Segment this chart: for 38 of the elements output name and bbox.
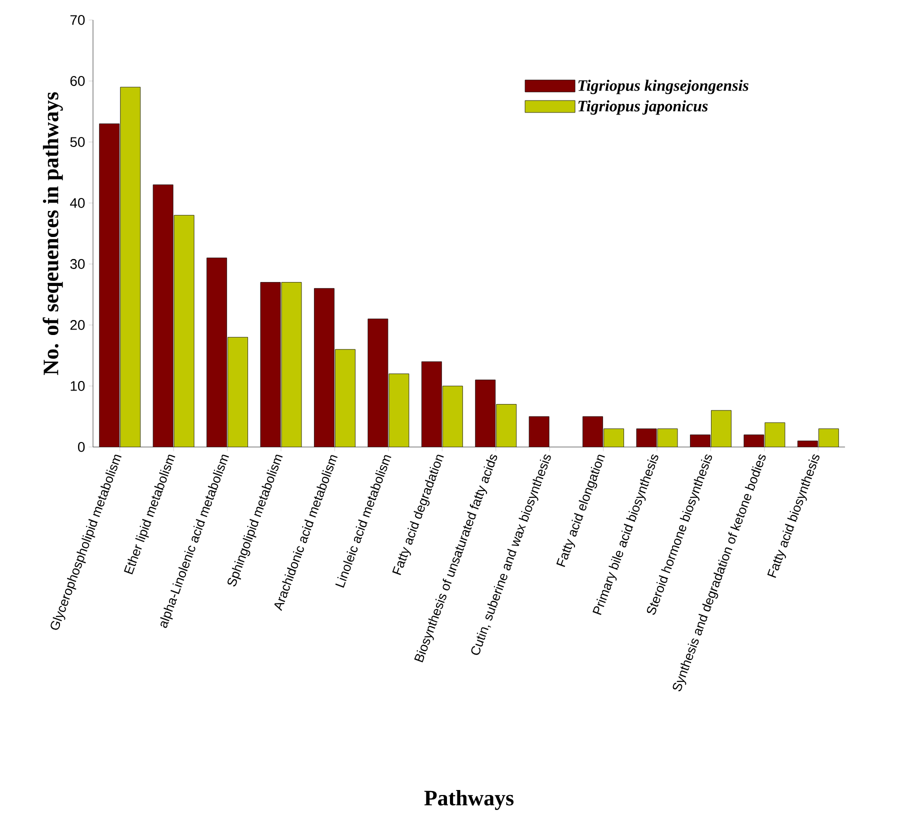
bar [764,422,785,447]
bar [99,124,120,447]
bar [711,410,732,447]
y-tick-label: 30 [70,259,85,269]
y-tick-label: 40 [70,198,85,208]
bar [496,404,516,447]
legend-label: Tigriopus japonicus [578,100,708,115]
bar [206,258,227,447]
bar [690,434,710,447]
y-tick-label: 60 [70,76,85,86]
bar [282,282,302,447]
y-axis-title: No. of seqeuences in pathways [42,92,63,375]
bar [529,416,550,447]
bar [335,349,356,447]
bar [636,428,657,447]
y-tick-label: 0 [78,442,85,452]
bar [604,428,624,447]
bar [120,87,140,447]
y-tick-label: 10 [70,381,85,391]
bar [475,380,496,447]
bar [314,288,334,447]
y-tick-label: 70 [70,15,85,25]
bar [818,428,839,447]
bar [658,428,678,447]
legend-label: Tigriopus kingsejongensis [578,80,748,94]
bar [174,215,194,447]
bar [388,374,409,447]
bar [744,434,764,447]
y-tick-label: 50 [70,137,85,147]
y-tick-label: 20 [70,320,85,330]
bar [260,282,281,447]
bar [582,416,603,447]
x-axis-title: Pathways [424,790,514,810]
bar [153,184,174,447]
bar [228,337,248,447]
bar [442,386,463,447]
bar [422,362,442,447]
bar [368,318,388,447]
